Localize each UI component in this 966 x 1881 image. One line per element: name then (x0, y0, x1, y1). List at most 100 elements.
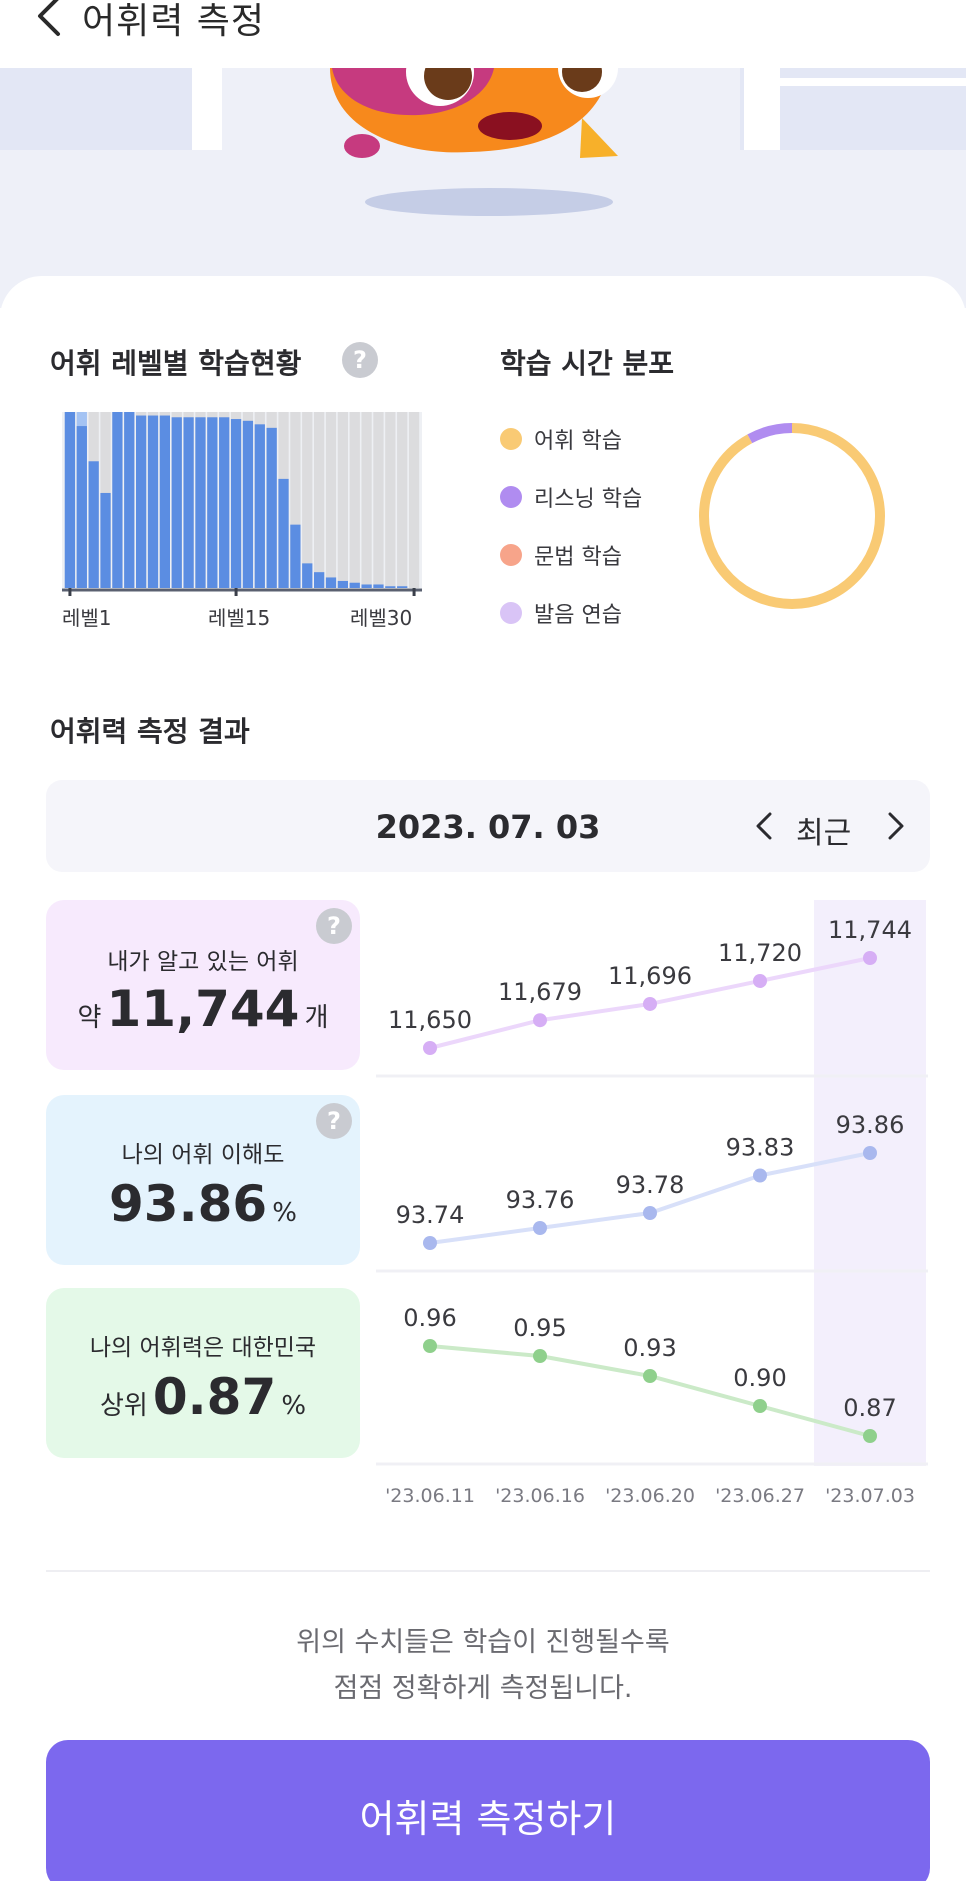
bar (219, 417, 230, 588)
x-tick-label: '23.07.03 (825, 1485, 915, 1507)
chevron-left-icon[interactable] (746, 802, 782, 850)
x-tick-label: '23.06.11 (385, 1485, 475, 1507)
data-label: 0.90 (733, 1364, 786, 1392)
top-bar: 어휘력 측정 (0, 0, 966, 68)
time-donut-chart (699, 423, 885, 609)
level-section-title: 어휘 레벨별 학습현황 (50, 347, 302, 380)
chevron-left-icon[interactable] (30, 0, 70, 46)
bar (112, 412, 123, 588)
bar-background (314, 412, 325, 588)
data-label: 11,696 (608, 962, 692, 990)
data-point (863, 1146, 877, 1160)
stat-unit: % (272, 1198, 297, 1228)
note-line: 점점 정확하게 측정됩니다. (333, 1673, 633, 1704)
time-section-title: 학습 시간 분포 (500, 347, 675, 380)
background-window (0, 68, 200, 150)
data-label: 0.95 (513, 1314, 566, 1342)
legend-item: 리스닝 학습 (500, 482, 642, 512)
x-tick-label: '23.06.27 (715, 1485, 805, 1507)
stat-value: 93.86 % (46, 1175, 360, 1233)
data-label: 93.76 (506, 1186, 575, 1214)
data-point (643, 996, 657, 1011)
donut-slice (699, 423, 885, 609)
x-tick-label: '23.06.16 (495, 1485, 585, 1507)
legend-dot (500, 544, 522, 566)
bar (349, 582, 360, 588)
measure-button[interactable]: 어휘력 측정하기 (46, 1740, 930, 1881)
bar (361, 584, 372, 588)
chevron-right-icon[interactable] (878, 802, 914, 850)
data-label: 0.93 (623, 1334, 676, 1362)
highlight-column (814, 900, 926, 1466)
help-icon[interactable]: ? (316, 1103, 352, 1139)
bar (183, 417, 194, 588)
legend-label: 문법 학습 (534, 545, 622, 570)
stat-value: 약 11,744 개 (46, 980, 360, 1038)
selected-date: 2023. 07. 03 (375, 808, 601, 846)
data-point (533, 1349, 547, 1363)
bar (325, 577, 337, 588)
data-point (533, 1221, 547, 1235)
data-label: 11,744 (828, 916, 912, 944)
stat-label: 나의 어휘력은 대한민국 (89, 1335, 317, 1361)
data-point (863, 1429, 877, 1443)
data-point (423, 1236, 437, 1250)
data-label: 11,720 (718, 939, 802, 967)
bar (147, 415, 159, 588)
bar-background (290, 412, 301, 588)
data-label: 93.74 (396, 1201, 465, 1229)
data-label: 93.86 (836, 1111, 905, 1139)
period-label: 최근 (796, 816, 852, 851)
bar (314, 572, 325, 588)
x-tick-label: 레벨15 (208, 606, 271, 630)
legend-label: 리스닝 학습 (534, 487, 643, 512)
bar-background (349, 412, 360, 588)
bar-background (385, 412, 396, 588)
data-label: 0.96 (403, 1304, 456, 1332)
x-tick-label: '23.06.20 (605, 1485, 695, 1507)
stat-unit: % (281, 1391, 307, 1421)
bar (290, 524, 301, 588)
window-frame (192, 68, 222, 150)
bar (242, 420, 254, 588)
bar (171, 417, 182, 588)
stat-label: 내가 알고 있는 어휘 (107, 949, 299, 975)
help-icon[interactable]: ? (342, 342, 378, 378)
window-frame (744, 68, 780, 150)
vocab-count-card: ? 내가 알고 있는 어휘 약 11,744 개 (46, 900, 360, 1070)
legend-dot (500, 602, 522, 624)
bar (100, 492, 111, 588)
bar (385, 586, 396, 588)
bar-background (408, 412, 420, 588)
x-tick-label: 레벨1 (62, 606, 112, 630)
bar (254, 424, 265, 588)
bar-background (373, 412, 384, 588)
divider (46, 1570, 930, 1572)
data-point (753, 1168, 767, 1183)
bar (278, 478, 289, 588)
date-selector: 2023. 07. 03 최근 (46, 780, 930, 872)
bar (76, 426, 87, 588)
data-point (643, 1206, 657, 1220)
help-icon[interactable]: ? (316, 908, 352, 944)
bar (124, 412, 135, 588)
window-frame (780, 78, 966, 86)
bar (136, 415, 147, 588)
bar-background (361, 412, 372, 588)
stat-value: 상위 0.87 % (46, 1368, 360, 1426)
bar (207, 417, 218, 588)
data-point (423, 1041, 437, 1055)
mascot-image (330, 68, 618, 216)
data-point (753, 973, 767, 988)
x-tick-label: 레벨30 (350, 606, 413, 630)
stat-number: 0.87 (152, 1368, 277, 1426)
legend-label: 어휘 학습 (534, 429, 622, 454)
data-point (423, 1339, 437, 1353)
bar (64, 412, 76, 588)
bar (195, 417, 206, 588)
bar-background (397, 412, 408, 588)
legend-item: 문법 학습 (500, 540, 622, 570)
bar (159, 415, 170, 588)
stat-label: 나의 어휘 이해도 (121, 1142, 285, 1168)
bar (337, 580, 348, 588)
